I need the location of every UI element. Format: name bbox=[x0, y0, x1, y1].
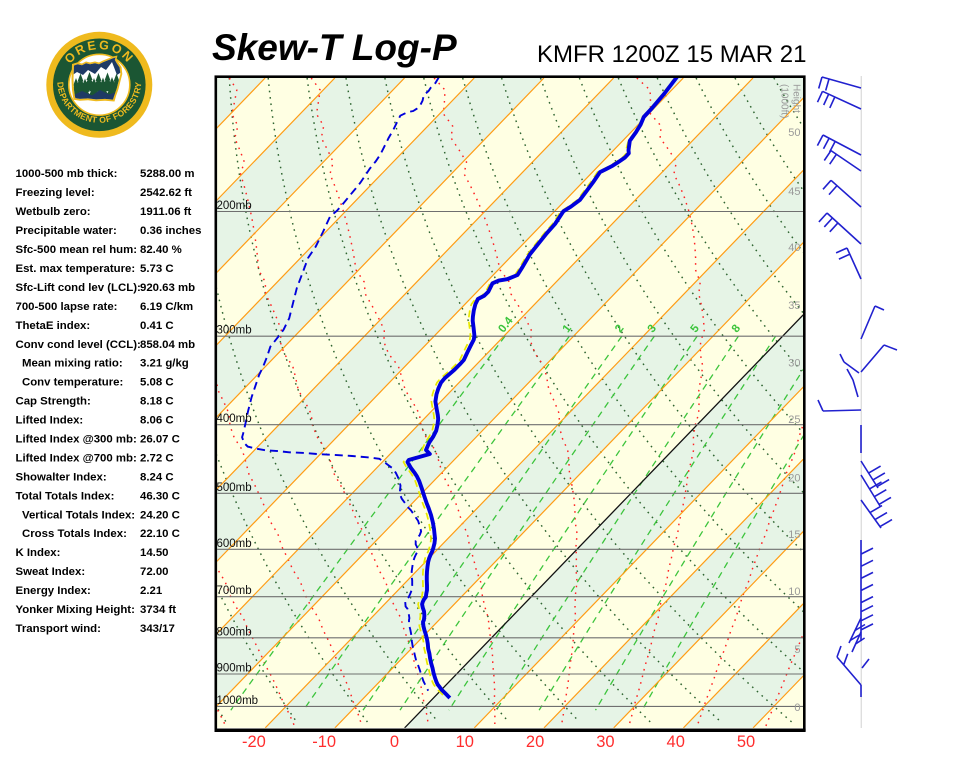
svg-text:5.08 C: 5.08 C bbox=[140, 377, 174, 389]
svg-text:Height: Height bbox=[791, 84, 802, 113]
svg-text:45: 45 bbox=[788, 186, 800, 198]
svg-text:40: 40 bbox=[667, 733, 685, 751]
svg-text:2.21: 2.21 bbox=[140, 585, 163, 597]
svg-text:Lifted Index @700 mb:: Lifted Index @700 mb: bbox=[16, 452, 137, 464]
svg-text:8.06 C: 8.06 C bbox=[140, 415, 174, 427]
svg-text:50: 50 bbox=[737, 733, 755, 751]
svg-text:35: 35 bbox=[788, 300, 800, 312]
svg-text:Wetbulb zero:: Wetbulb zero: bbox=[16, 206, 91, 218]
svg-text:0.41 C: 0.41 C bbox=[140, 320, 174, 332]
svg-text:40: 40 bbox=[788, 242, 800, 254]
svg-text:0: 0 bbox=[794, 702, 800, 714]
svg-text:25: 25 bbox=[788, 414, 800, 426]
svg-text:2542.62 ft: 2542.62 ft bbox=[140, 187, 192, 199]
svg-text:2.72 C: 2.72 C bbox=[140, 452, 174, 464]
svg-text:14.50: 14.50 bbox=[140, 547, 169, 559]
svg-text:K Index:: K Index: bbox=[16, 547, 61, 559]
svg-text:Energy Index:: Energy Index: bbox=[16, 585, 91, 597]
svg-text:Lifted Index @300 mb:: Lifted Index @300 mb: bbox=[16, 434, 137, 446]
svg-text:700-500 lapse rate:: 700-500 lapse rate: bbox=[16, 301, 118, 313]
svg-text:Est. max temperature:: Est. max temperature: bbox=[16, 263, 136, 275]
svg-text:Precipitable water:: Precipitable water: bbox=[16, 225, 117, 237]
svg-text:200mb: 200mb bbox=[217, 200, 252, 212]
svg-text:Skew-T Log-P: Skew-T Log-P bbox=[212, 27, 457, 68]
svg-text:5: 5 bbox=[794, 644, 800, 656]
svg-text:1000-500 mb thick:: 1000-500 mb thick: bbox=[16, 168, 118, 180]
svg-text:10: 10 bbox=[456, 733, 474, 751]
svg-text:3.21 g/kg: 3.21 g/kg bbox=[140, 358, 189, 370]
svg-text:Conv cond level (CCL):: Conv cond level (CCL): bbox=[16, 339, 141, 351]
svg-text:30: 30 bbox=[788, 358, 800, 370]
svg-text:20: 20 bbox=[526, 733, 544, 751]
svg-text:20: 20 bbox=[788, 473, 800, 485]
svg-text:5.73 C: 5.73 C bbox=[140, 263, 174, 275]
svg-text:82.40 %: 82.40 % bbox=[140, 244, 182, 256]
svg-text:72.00: 72.00 bbox=[140, 566, 169, 578]
svg-text:920.63 mb: 920.63 mb bbox=[140, 282, 195, 294]
svg-text:1911.06 ft: 1911.06 ft bbox=[140, 206, 192, 218]
svg-text:26.07 C: 26.07 C bbox=[140, 434, 180, 446]
svg-text:1000mb: 1000mb bbox=[217, 695, 259, 707]
svg-text:Yonker Mixing Height:: Yonker Mixing Height: bbox=[16, 604, 135, 616]
svg-text:6.19 C/km: 6.19 C/km bbox=[140, 301, 193, 313]
svg-text:500mb: 500mb bbox=[217, 482, 252, 494]
svg-text:5288.00 m: 5288.00 m bbox=[140, 168, 194, 180]
svg-text:Lifted Index:: Lifted Index: bbox=[16, 415, 84, 427]
svg-text:0: 0 bbox=[390, 733, 399, 751]
svg-text:343/17: 343/17 bbox=[140, 623, 175, 635]
svg-text:Mean mixing ratio:: Mean mixing ratio: bbox=[22, 358, 123, 370]
svg-text:24.20 C: 24.20 C bbox=[140, 509, 180, 521]
svg-text:KMFR 1200Z 15 MAR 21: KMFR 1200Z 15 MAR 21 bbox=[537, 41, 806, 68]
svg-text:8.18 C: 8.18 C bbox=[140, 396, 174, 408]
svg-text:300mb: 300mb bbox=[217, 325, 252, 337]
svg-text:0.36 inches: 0.36 inches bbox=[140, 225, 201, 237]
svg-text:Sweat Index:: Sweat Index: bbox=[16, 566, 86, 578]
svg-text:Sfc-500 mean rel hum:: Sfc-500 mean rel hum: bbox=[16, 244, 138, 256]
svg-text:3734 ft: 3734 ft bbox=[140, 604, 176, 616]
svg-text:-20: -20 bbox=[242, 733, 266, 751]
svg-text:Freezing level:: Freezing level: bbox=[16, 187, 95, 199]
svg-text:700mb: 700mb bbox=[217, 585, 252, 597]
svg-text:858.04 mb: 858.04 mb bbox=[140, 339, 195, 351]
svg-text:400mb: 400mb bbox=[217, 413, 252, 425]
svg-text:30: 30 bbox=[596, 733, 614, 751]
svg-text:ThetaE index:: ThetaE index: bbox=[16, 320, 91, 332]
svg-text:(1000ft): (1000ft) bbox=[779, 84, 790, 118]
svg-text:600mb: 600mb bbox=[217, 538, 252, 550]
svg-text:50: 50 bbox=[788, 127, 800, 139]
svg-text:800mb: 800mb bbox=[217, 626, 252, 638]
svg-text:15: 15 bbox=[788, 529, 800, 541]
svg-text:Transport wind:: Transport wind: bbox=[16, 623, 101, 635]
svg-text:8.24 C: 8.24 C bbox=[140, 471, 174, 483]
svg-text:Total Totals Index:: Total Totals Index: bbox=[16, 490, 115, 502]
svg-text:Showalter Index:: Showalter Index: bbox=[16, 471, 107, 483]
svg-text:10: 10 bbox=[788, 586, 800, 598]
svg-text:Conv temperature:: Conv temperature: bbox=[22, 377, 123, 389]
svg-text:Vertical Totals Index:: Vertical Totals Index: bbox=[22, 509, 135, 521]
svg-text:Cap Strength:: Cap Strength: bbox=[16, 396, 91, 408]
svg-text:Cross Totals Index:: Cross Totals Index: bbox=[22, 528, 127, 540]
svg-text:46.30 C: 46.30 C bbox=[140, 490, 180, 502]
svg-text:-10: -10 bbox=[312, 733, 336, 751]
svg-text:900mb: 900mb bbox=[217, 663, 252, 675]
svg-text:Sfc-Lift cond lev (LCL):: Sfc-Lift cond lev (LCL): bbox=[16, 282, 141, 294]
svg-text:22.10 C: 22.10 C bbox=[140, 528, 180, 540]
